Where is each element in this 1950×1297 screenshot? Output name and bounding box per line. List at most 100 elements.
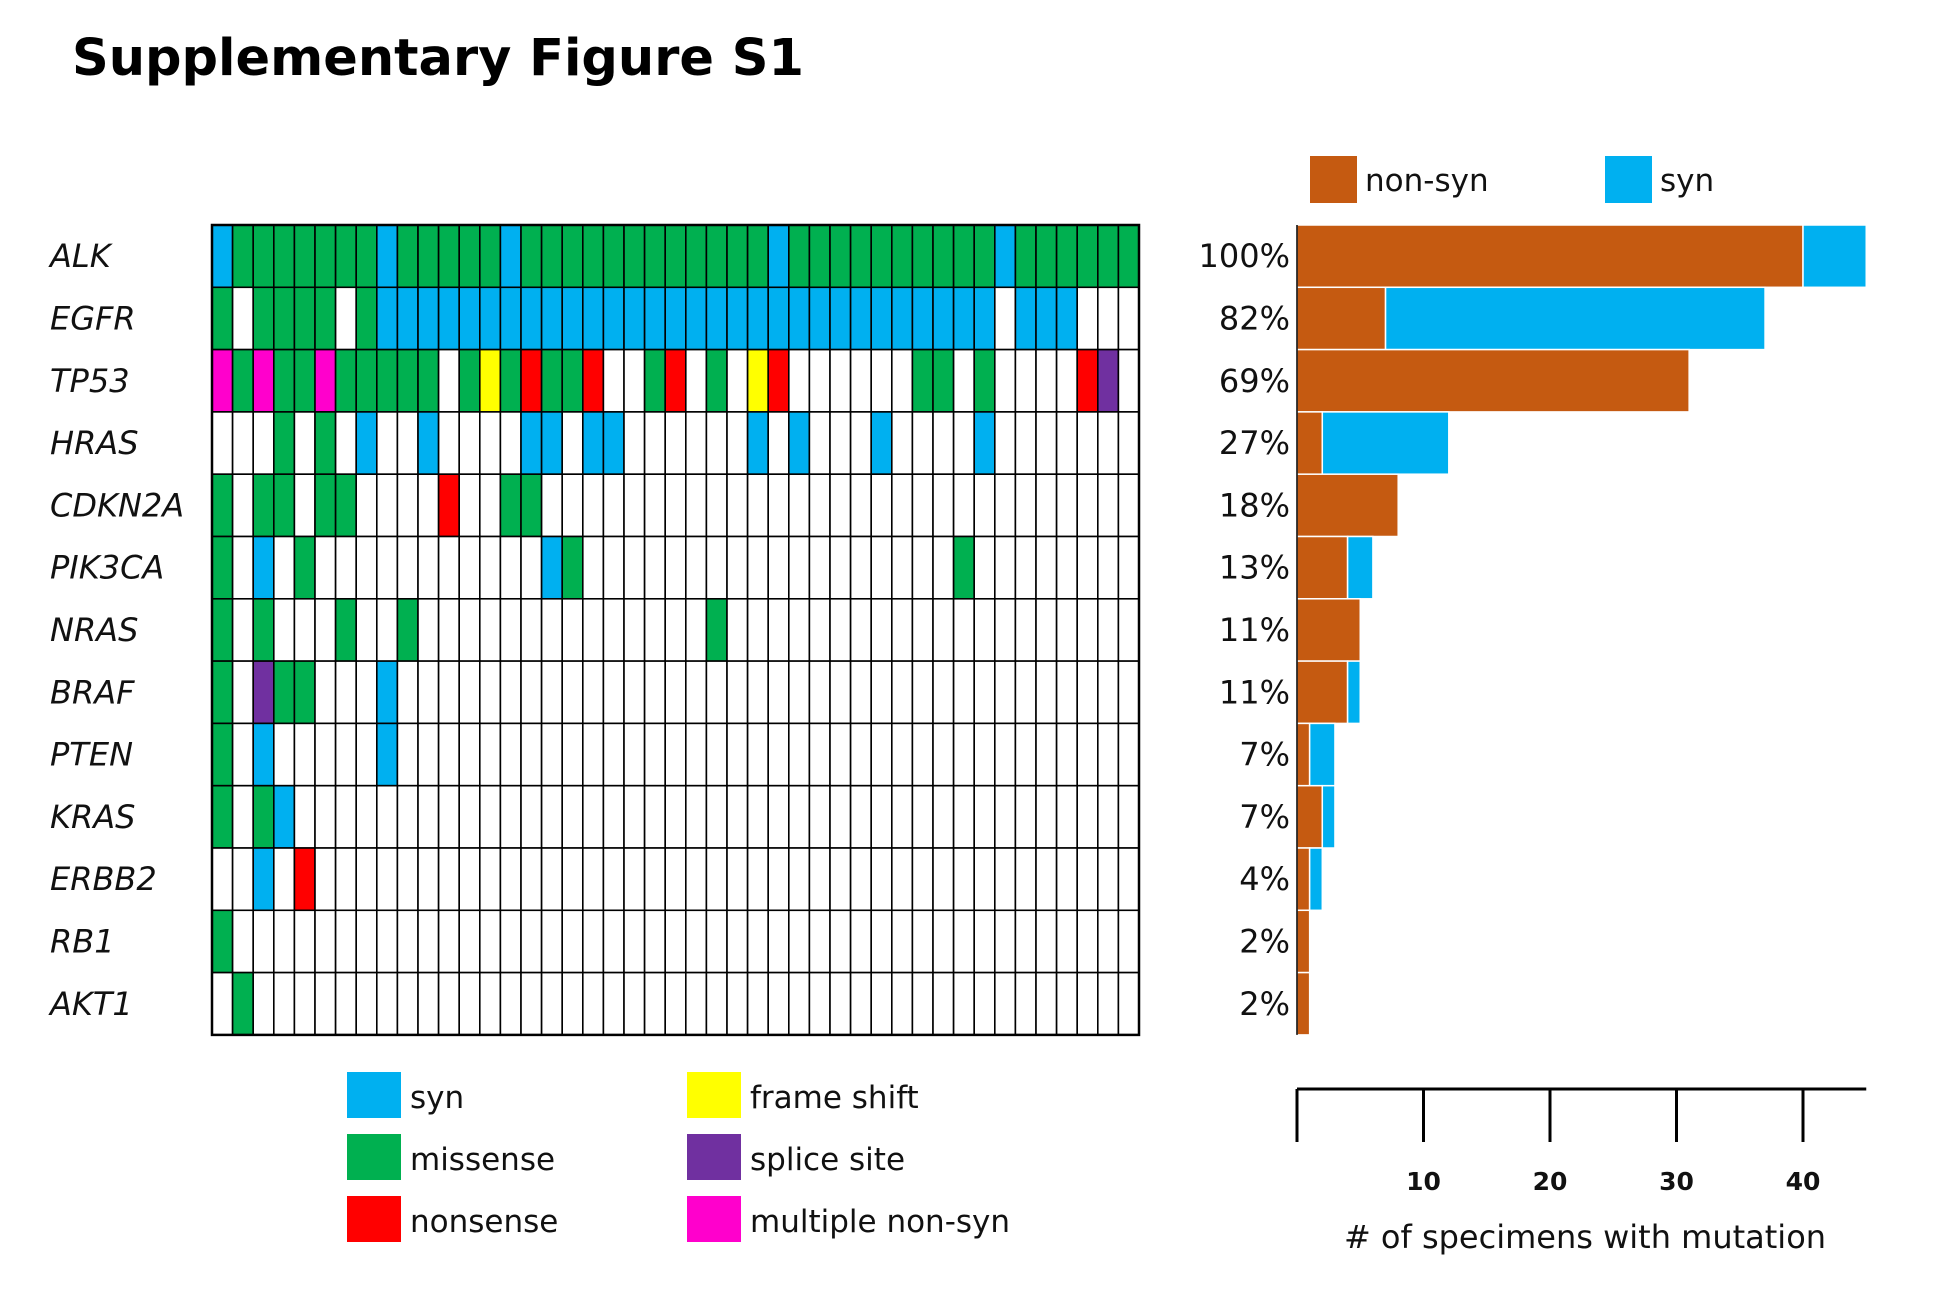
heatmap-cell: [643, 286, 666, 351]
heatmap-cell: [1035, 473, 1058, 538]
heatmap-cell: [602, 535, 625, 600]
heatmap-cell: [1055, 660, 1078, 725]
heatmap-cell: [870, 286, 893, 351]
heatmap-cell: [973, 784, 996, 849]
heatmap-cell: [870, 411, 893, 475]
heatmap-cell: [829, 286, 852, 351]
heatmap-cell: [334, 348, 358, 413]
heatmap-cell: [684, 722, 708, 787]
heatmap-cell: [1014, 473, 1037, 538]
legend-swatch-missense: [347, 1134, 401, 1180]
heatmap-cell: [808, 847, 831, 912]
heatmap-cell: [499, 597, 522, 662]
heatmap-cell: [293, 660, 316, 725]
heatmap-cell: [458, 411, 481, 475]
heatmap-cell: [1035, 971, 1058, 1036]
bar-non-syn-alk: [1296, 224, 1804, 289]
heatmap-cell: [787, 722, 811, 787]
heatmap-cell: [870, 535, 893, 600]
heatmap-cell: [478, 909, 502, 974]
heatmap-cell: [478, 722, 502, 787]
heatmap-cell: [417, 411, 440, 475]
x-axis-label: # of specimens with mutation: [1344, 1218, 1826, 1256]
heatmap-cell: [1055, 909, 1078, 974]
heatmap-cell: [252, 660, 275, 725]
heatmap-cell: [520, 224, 543, 289]
heatmap-cell: [849, 660, 872, 725]
heatmap-cell: [993, 847, 1017, 912]
heatmap-cell: [520, 348, 543, 413]
heatmap-cell: [252, 909, 275, 974]
heatmap-cell: [973, 722, 996, 787]
heatmap-cell: [602, 286, 625, 351]
heatmap-cell: [334, 286, 358, 351]
heatmap-cell: [272, 597, 296, 662]
heatmap-cell: [355, 971, 378, 1036]
heatmap-cell: [437, 535, 461, 600]
percent-label: 4%: [1239, 860, 1290, 898]
heatmap-cell: [478, 660, 502, 725]
heatmap-cell: [458, 784, 481, 849]
heatmap-cell: [705, 909, 728, 974]
heatmap-cell: [478, 971, 502, 1036]
percent-label: 2%: [1239, 922, 1290, 960]
heatmap-cell: [1035, 722, 1058, 787]
heatmap-cell: [952, 473, 975, 538]
heatmap-cell: [561, 971, 584, 1036]
heatmap-cell: [1014, 847, 1037, 912]
percent-label: 13%: [1219, 549, 1290, 587]
bar-non-syn-erbb2: [1296, 847, 1311, 912]
legend-swatch-multiple-non-syn: [687, 1196, 741, 1242]
heatmap-cell: [581, 597, 605, 662]
heatmap-cell: [293, 473, 316, 538]
percent-label: 69%: [1219, 362, 1290, 400]
heatmap-cell: [808, 348, 831, 413]
heatmap-cell: [314, 286, 337, 351]
heatmap-cell: [437, 597, 461, 662]
heatmap-cell: [437, 847, 461, 912]
heatmap-cell: [211, 847, 234, 912]
heatmap-cell: [829, 847, 852, 912]
percent-label: 11%: [1219, 673, 1290, 711]
heatmap-cell: [829, 597, 852, 662]
heatmap-cell: [829, 473, 852, 538]
legend-label-missense: missense: [410, 1142, 555, 1178]
heatmap-cell: [911, 411, 934, 475]
heatmap-cell: [684, 660, 708, 725]
heatmap-cell: [808, 971, 831, 1036]
heatmap-cell: [499, 224, 522, 289]
heatmap-cell: [334, 473, 358, 538]
bar-syn-erbb2: [1308, 847, 1324, 912]
heatmap-cell: [643, 411, 666, 475]
heatmap-cell: [252, 597, 275, 662]
heatmap-cell: [973, 286, 996, 351]
heatmap-cell: [252, 224, 275, 289]
heatmap-cell: [623, 411, 646, 475]
heatmap-cell: [437, 971, 461, 1036]
heatmap-cell: [1117, 660, 1140, 725]
heatmap-cell: [478, 597, 502, 662]
heatmap-cell: [1117, 847, 1140, 912]
percent-label: 7%: [1239, 798, 1290, 836]
heatmap-cell: [664, 660, 687, 725]
heatmap-cell: [540, 286, 563, 351]
heatmap-cell: [581, 909, 605, 974]
heatmap-cell: [911, 909, 934, 974]
heatmap-cell: [561, 909, 584, 974]
heatmap-cell: [314, 473, 337, 538]
heatmap-cell: [829, 224, 852, 289]
bar-syn-kras: [1321, 784, 1336, 849]
heatmap-cell: [1035, 784, 1058, 849]
heatmap-cell: [1014, 411, 1037, 475]
heatmap-cell: [561, 224, 584, 289]
heatmap-cell: [787, 784, 811, 849]
heatmap-cell: [1055, 224, 1078, 289]
heatmap-cell: [643, 348, 666, 413]
legend-label-non-syn: non-syn: [1365, 163, 1489, 199]
heatmap-cell: [231, 473, 255, 538]
x-tick-label: 30: [1659, 1167, 1694, 1196]
heatmap-cell: [478, 411, 502, 475]
legend-swatch-frame-shift: [687, 1072, 741, 1118]
heatmap-cell: [726, 971, 749, 1036]
heatmap-cell: [932, 722, 955, 787]
